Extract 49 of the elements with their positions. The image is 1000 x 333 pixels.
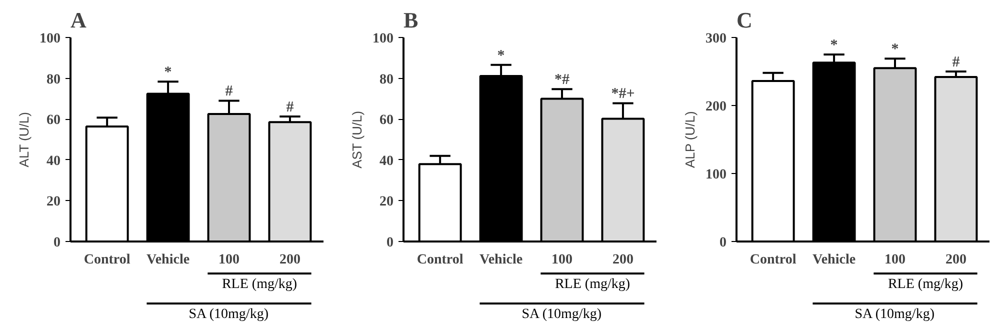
text: SA (10mg/kg) xyxy=(188,307,269,322)
annotation: * xyxy=(891,42,899,58)
x-tick-label: 200 xyxy=(279,252,300,268)
text: RLE (mg/kg) xyxy=(222,277,298,292)
x-tick-label: Control xyxy=(84,252,130,268)
x-tick-label: 200 xyxy=(612,252,634,268)
y-axis-title: ALP (U/L) xyxy=(682,111,698,168)
y-tick-label: 100 xyxy=(706,168,726,182)
text: RLE (mg/kg) xyxy=(554,277,630,292)
y-tick-label: 0 xyxy=(54,236,60,250)
x-tick-label: Control xyxy=(750,252,796,268)
x-tick-label: 100 xyxy=(218,252,240,268)
text: SA (10mg/kg) xyxy=(522,307,602,322)
annotation: * xyxy=(497,48,505,64)
annotation: * xyxy=(164,64,172,81)
y-tick-label: 60 xyxy=(380,113,394,128)
x-tick-label: 200 xyxy=(945,252,966,268)
y-tick-label: 300 xyxy=(706,32,726,46)
y-tick-label: 60 xyxy=(46,113,60,128)
y-tick-label: 40 xyxy=(380,154,394,169)
chart-title: C xyxy=(736,8,752,32)
x-tick-label: Vehicle xyxy=(480,252,523,268)
x-tick-label: Vehicle xyxy=(146,252,190,268)
y-tick-label: 0 xyxy=(720,236,726,250)
chart-title: B xyxy=(404,8,418,32)
y-tick-label: 80 xyxy=(380,72,394,88)
y-tick-label: 80 xyxy=(46,72,60,88)
y-tick-label: 100 xyxy=(372,32,394,46)
y-tick-label: 20 xyxy=(380,194,394,210)
y-tick-label: 100 xyxy=(40,32,60,46)
chart-title: A xyxy=(70,8,86,32)
annotation: # xyxy=(952,54,960,70)
y-axis-title: ALT (U/L) xyxy=(16,112,32,168)
text: RLE (mg/kg) xyxy=(888,277,964,292)
y-tick-label: 40 xyxy=(46,154,60,169)
y-tick-label: 0 xyxy=(386,236,394,250)
y-axis-title: AST (U/L) xyxy=(350,110,364,168)
y-tick-label: 200 xyxy=(706,100,726,114)
annotation: *#+ xyxy=(611,86,635,102)
annotation: # xyxy=(286,99,294,116)
y-tick-label: 20 xyxy=(46,194,60,210)
x-tick-label: Vehicle xyxy=(812,252,856,268)
text: SA (10mg/kg) xyxy=(854,307,935,322)
x-tick-label: Control xyxy=(416,252,464,268)
x-tick-label: 100 xyxy=(552,252,573,268)
annotation: * xyxy=(830,38,838,54)
x-tick-label: 100 xyxy=(884,252,906,268)
annotation: # xyxy=(225,84,234,100)
annotation: *# xyxy=(554,72,570,88)
